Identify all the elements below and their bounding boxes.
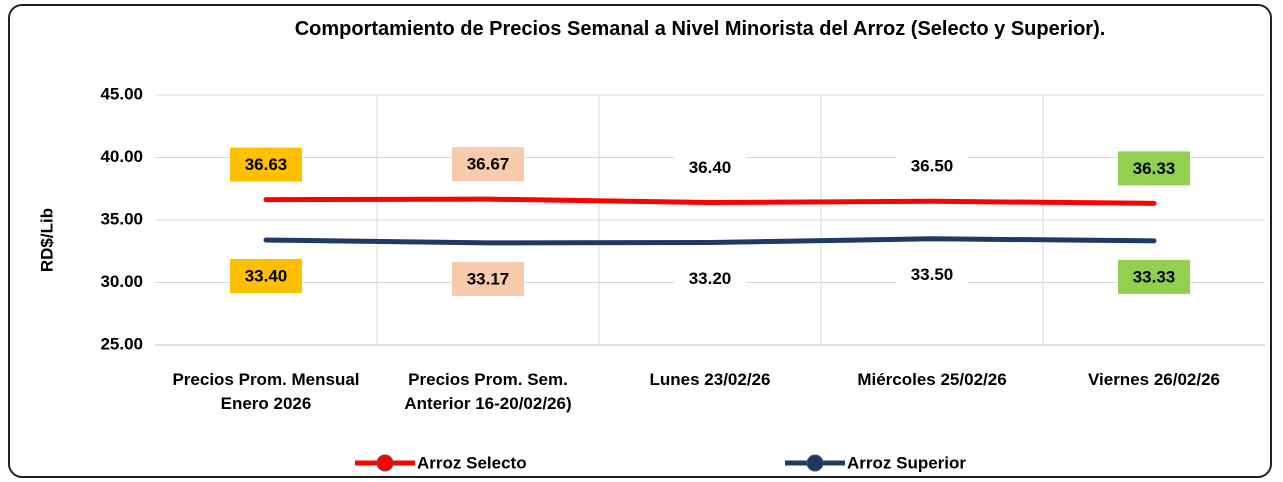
legend-label: Arroz Superior — [847, 453, 966, 472]
value-label: 36.67 — [467, 155, 510, 174]
value-label-bg — [674, 150, 746, 185]
chart-frame — [8, 4, 1272, 478]
value-label-bg — [896, 149, 968, 184]
value-label: 36.50 — [911, 157, 954, 176]
x-tick-label: Viernes 26/02/26 — [1087, 370, 1220, 389]
chart-title: Comportamiento de Precios Semanal a Nive… — [294, 18, 1106, 40]
y-axis-label: RD$/Lib — [37, 208, 56, 272]
value-label-bg — [452, 147, 524, 182]
value-label: 36.63 — [245, 155, 288, 174]
value-label-bg — [230, 147, 302, 182]
value-label: 33.33 — [1133, 267, 1176, 286]
value-label: 33.20 — [689, 269, 732, 288]
legend-marker — [806, 454, 824, 472]
series-line — [263, 196, 1157, 206]
y-tick-label: 30.00 — [100, 272, 143, 291]
y-tick-label: 45.00 — [100, 84, 143, 103]
value-label-bg — [1118, 259, 1190, 294]
x-tick-label: Miércoles 25/02/26 — [857, 370, 1007, 389]
value-label: 33.17 — [467, 269, 510, 288]
value-label-bg — [452, 261, 524, 296]
value-label: 33.50 — [911, 265, 954, 284]
y-tick-label: 35.00 — [100, 209, 143, 228]
x-tick-label: Lunes 23/02/26 — [649, 370, 771, 389]
value-label-bg — [896, 257, 968, 292]
value-label: 36.33 — [1133, 159, 1176, 178]
value-label-bg — [1118, 151, 1190, 186]
value-label: 36.40 — [689, 158, 732, 177]
legend-label: Arroz Selecto — [417, 453, 527, 472]
x-tick-label: Precios Prom. Sem. Anterior 16-20/02/26) — [404, 370, 572, 413]
value-label-bg — [674, 261, 746, 296]
value-label: 33.40 — [245, 266, 288, 285]
value-label-bg — [230, 259, 302, 293]
legend-marker — [376, 454, 394, 472]
x-tick-label: Precios Prom. Mensual Enero 2026 — [172, 370, 360, 413]
y-tick-label: 40.00 — [100, 147, 143, 166]
series-line — [263, 236, 1157, 246]
y-tick-label: 25.00 — [100, 334, 143, 353]
